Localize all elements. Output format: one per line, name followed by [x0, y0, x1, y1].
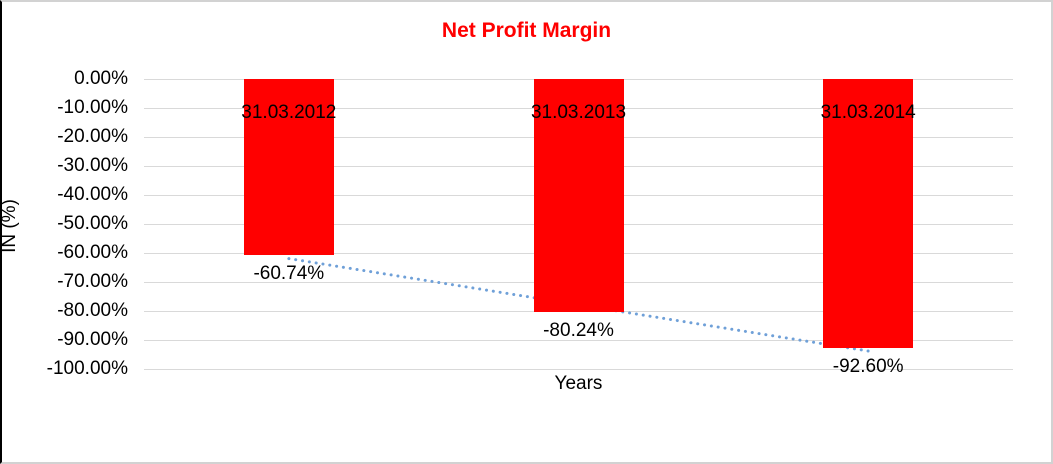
gridline — [144, 340, 1013, 341]
y-tick-label: -10.00% — [57, 97, 128, 118]
y-tick-label: -80.00% — [57, 300, 128, 321]
y-tick-label: -60.00% — [57, 242, 128, 263]
gridline — [144, 369, 1013, 370]
y-tick-label: -40.00% — [57, 184, 128, 205]
trendline — [287, 257, 870, 353]
y-tick-label: -90.00% — [57, 329, 128, 350]
y-axis-tick-labels: 0.00% -10.00% -20.00% -30.00% -40.00% -50.00%… — [2, 2, 128, 462]
y-tick-label: -100.00% — [46, 358, 128, 379]
value-label: -80.24% — [543, 319, 614, 341]
y-tick-label: -70.00% — [57, 271, 128, 292]
category-label: 31.03.2012 — [241, 102, 337, 123]
bar-31.03.2012 — [243, 79, 334, 256]
bar-31.03.2013 — [533, 79, 624, 312]
y-tick-label: -20.00% — [57, 126, 128, 147]
category-label: 31.03.2014 — [820, 102, 916, 123]
value-label: -92.60% — [832, 355, 904, 377]
category-label: 31.03.2013 — [530, 102, 627, 123]
bar-31.03.2014 — [823, 79, 914, 348]
chart-title: Net Profit Margin — [441, 19, 612, 42]
x-axis-title: Years — [554, 373, 603, 394]
value-label: -60.74% — [253, 263, 325, 285]
plot-area: 31.03.2012 -60.74% 31.03.2013 -80.24% 31.03.… — [144, 79, 1013, 377]
y-tick-label: -50.00% — [57, 213, 128, 234]
y-tick-label: 0.00% — [74, 68, 128, 89]
y-tick-label: -30.00% — [57, 155, 128, 176]
